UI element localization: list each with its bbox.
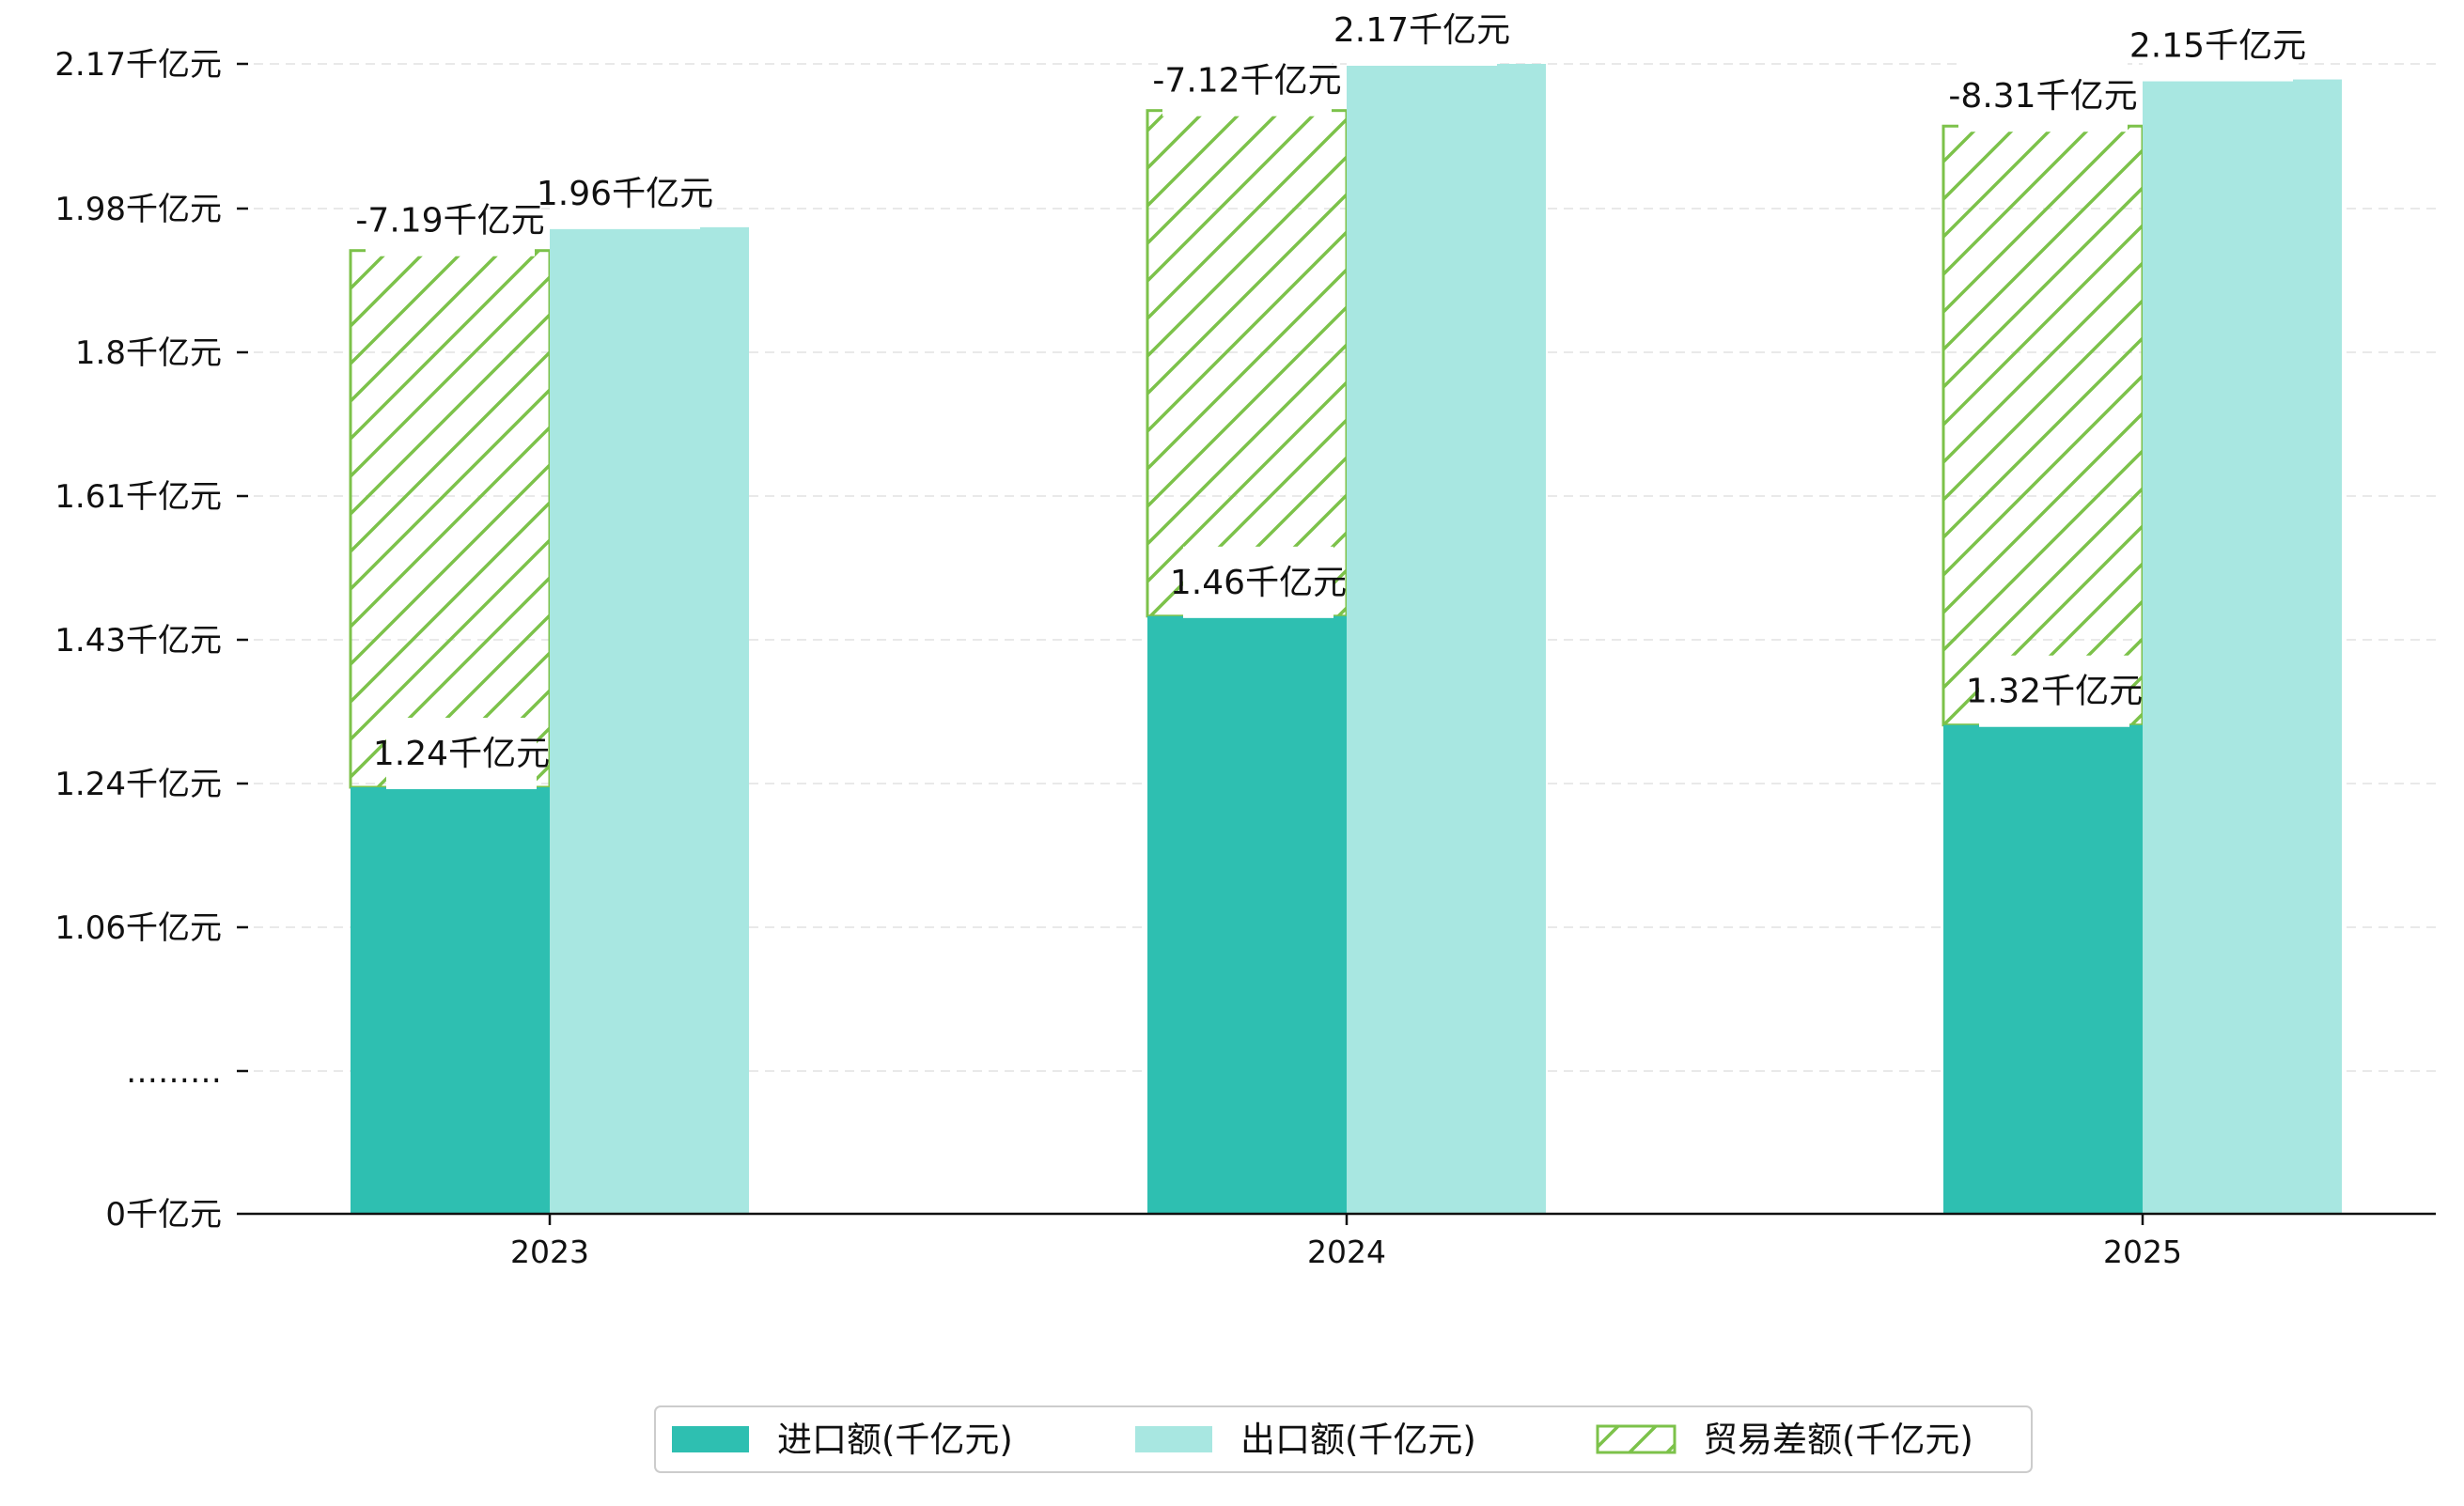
label-export-2024: 2.17千亿元 xyxy=(1333,11,1510,50)
label-export-2023-bg xyxy=(550,157,700,229)
legend-swatch-export xyxy=(1135,1426,1212,1452)
label-export-2024-bg xyxy=(1347,0,1497,66)
legend-label-import: 进口额(千亿元) xyxy=(777,1420,1013,1460)
label-balance-2023: -7.19千亿元 xyxy=(355,202,544,241)
axes: 0千亿元 ……… 1.06千亿元 1.24千亿元 1.43千亿元 1.61千亿元 1.8千亿… xyxy=(55,46,2436,1270)
y-tick-label: 1.24千亿元 xyxy=(55,766,222,803)
bar-balance-2024 xyxy=(1146,109,1349,618)
label-export-2023: 1.96千亿元 xyxy=(537,175,713,213)
label-import-2023: 1.24千亿元 xyxy=(373,735,550,773)
bar-balance-2023 xyxy=(349,249,552,789)
bar-import-2024 xyxy=(1147,615,1347,1214)
y-tick-label: 1.8千亿元 xyxy=(75,334,222,372)
label-balance-2023-bg xyxy=(366,184,535,256)
y-tick-label: ……… xyxy=(126,1053,222,1091)
legend-frame xyxy=(654,1405,2033,1473)
bar-export-2025 xyxy=(2143,79,2342,1214)
x-tick-label: 2025 xyxy=(2103,1234,2182,1270)
label-import-2025: 1.32千亿元 xyxy=(1966,673,2143,711)
y-tick-label: 0千亿元 xyxy=(105,1196,222,1234)
y-tick-label: 1.06千亿元 xyxy=(55,909,222,947)
y-tick-label: 1.43千亿元 xyxy=(55,622,222,660)
label-balance-2024-bg xyxy=(1162,44,1332,116)
label-export-2025: 2.15千亿元 xyxy=(2129,27,2306,66)
label-balance-2024: -7.12千亿元 xyxy=(1152,62,1341,101)
x-tick-label: 2024 xyxy=(1307,1234,1386,1270)
bar-export-2024 xyxy=(1347,64,1546,1214)
legend-label-export: 出口额(千亿元) xyxy=(1240,1420,1476,1460)
label-import-2024: 1.46千亿元 xyxy=(1170,564,1347,602)
bar-balance-2025 xyxy=(1942,124,2144,727)
legend: 进口额(千亿元) 出口额(千亿元) 贸易差额(千亿元) xyxy=(654,1405,2033,1473)
bar-group xyxy=(349,64,2342,1214)
bar-import-2025 xyxy=(1943,724,2143,1214)
label-balance-2025-bg xyxy=(1958,60,2128,132)
legend-swatch-import xyxy=(672,1426,749,1452)
bar-import-2023 xyxy=(351,786,550,1214)
y-tick-label: 1.98千亿元 xyxy=(55,191,222,228)
y-tick-label: 2.17千亿元 xyxy=(55,46,222,84)
y-tick-label: 1.61千亿元 xyxy=(55,478,222,516)
label-import-2023-bg xyxy=(386,717,537,789)
label-export-2025-bg xyxy=(2143,9,2293,82)
label-balance-2025: -8.31千亿元 xyxy=(1948,77,2137,116)
label-import-2024-bg xyxy=(1183,546,1333,618)
legend-label-balance: 贸易差额(千亿元) xyxy=(1703,1420,1973,1460)
legend-swatch-balance xyxy=(1596,1424,1676,1454)
bar-export-2023 xyxy=(550,226,749,1214)
x-tick-label: 2023 xyxy=(510,1234,589,1270)
label-import-2025-bg xyxy=(1979,655,2129,727)
